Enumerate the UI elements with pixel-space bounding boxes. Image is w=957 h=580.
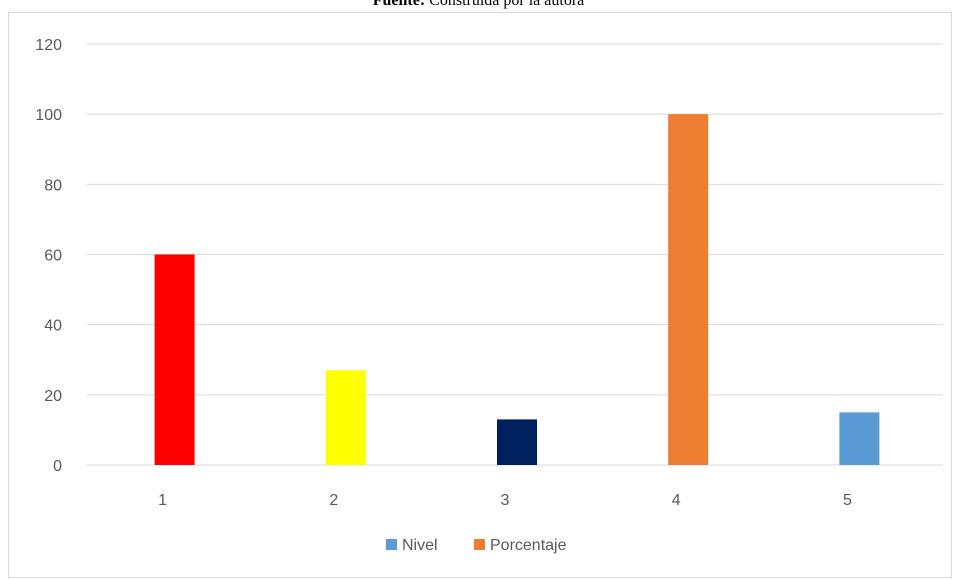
x-axis-ticks: 1 2 3 4 5 (158, 492, 852, 509)
x-tick-label: 1 (158, 492, 167, 509)
x-tick-label: 2 (329, 492, 338, 509)
y-tick-label: 60 (44, 248, 62, 265)
chart-area: 0 20 40 60 80 100 120 1 2 3 4 5 Nivel Porcentaje (8, 12, 952, 578)
y-tick-label: 0 (53, 458, 62, 475)
bars (154, 114, 880, 466)
y-axis-ticks: 0 20 40 60 80 100 120 (35, 37, 62, 475)
legend-swatch-1 (474, 539, 485, 550)
chart-caption: Fuente: Construida por la autora (0, 0, 957, 12)
y-tick-label: 80 (44, 177, 62, 194)
y-tick-label: 20 (44, 388, 62, 405)
y-tick-label: 100 (35, 107, 62, 124)
caption-bold: Fuente: (372, 0, 426, 9)
legend-swatch-0 (386, 539, 397, 550)
x-tick-label: 4 (672, 492, 681, 509)
bar-1 (154, 254, 195, 465)
y-tick-label: 40 (44, 318, 62, 335)
x-tick-label: 5 (843, 492, 852, 509)
bar-4 (668, 114, 709, 466)
legend-label: Porcentaje (490, 537, 567, 554)
x-tick-label: 3 (501, 492, 510, 509)
legend: Nivel Porcentaje (386, 537, 567, 554)
legend-label: Nivel (402, 537, 438, 554)
bar-5 (839, 412, 880, 465)
y-tick-label: 120 (35, 37, 62, 54)
bar-3 (497, 419, 537, 465)
gridlines (87, 43, 943, 466)
bar-chart: 0 20 40 60 80 100 120 1 2 3 4 5 Nivel Porcentaje (35, 37, 943, 554)
caption-text: Construida por la autora (425, 0, 585, 9)
bar-2 (325, 370, 366, 465)
